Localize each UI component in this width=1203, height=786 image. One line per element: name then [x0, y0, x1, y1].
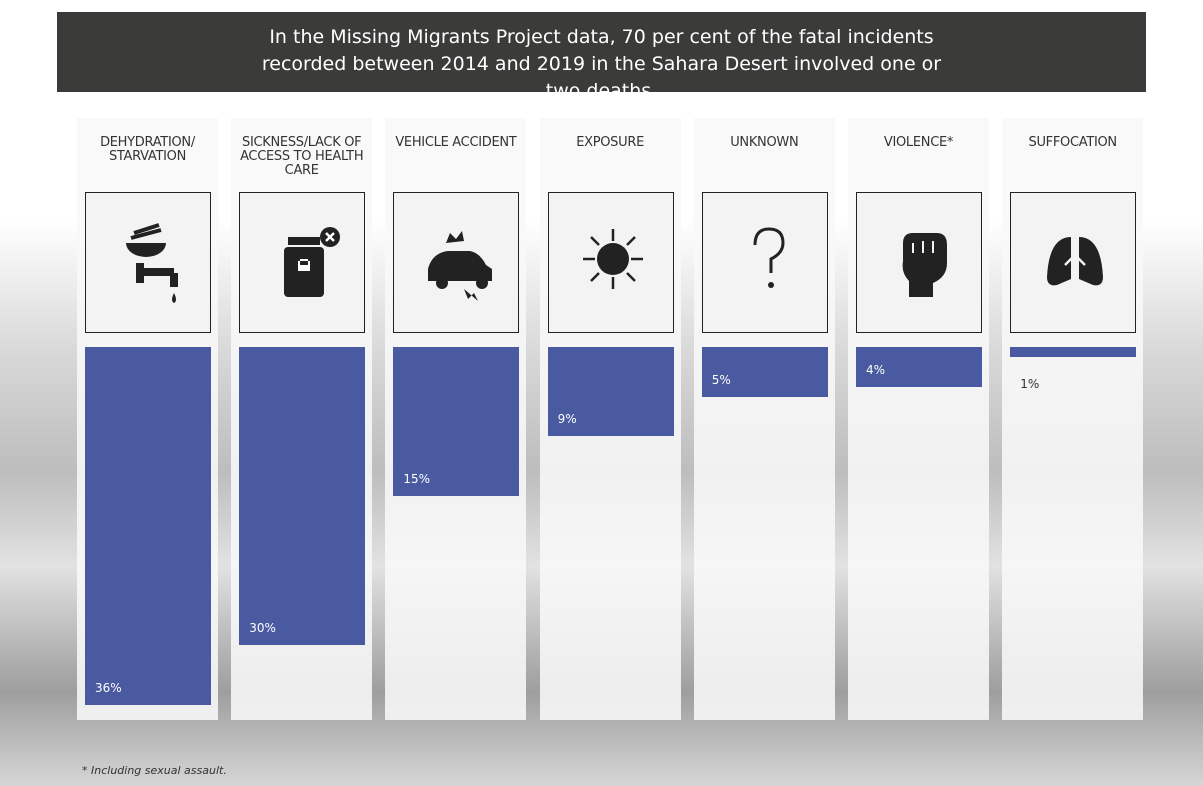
- category-label: EXPOSURE: [576, 135, 644, 150]
- value-label: 1%: [1020, 376, 1040, 391]
- icon-box: [547, 192, 674, 333]
- bar: [239, 347, 366, 646]
- bar: [701, 347, 828, 397]
- icon-box: [1010, 192, 1137, 333]
- icon-box: [239, 192, 366, 333]
- icon: [1047, 233, 1104, 286]
- value-label: 4%: [866, 362, 886, 377]
- column: EXPOSURE 9%: [539, 118, 681, 720]
- icon-box: [701, 192, 828, 333]
- bar: [547, 347, 674, 437]
- chart-title: In the Missing Migrants Project data, 70…: [57, 12, 1146, 102]
- value-label: 9%: [557, 412, 577, 427]
- value-label: 5%: [711, 372, 731, 387]
- icon-box: [856, 192, 982, 333]
- bar: [393, 347, 520, 497]
- bar: [1010, 347, 1137, 357]
- icon: [284, 227, 341, 297]
- value-label: 36%: [95, 680, 122, 695]
- column: VIOLENCE* 4%: [848, 118, 989, 720]
- category-label: VEHICLE ACCIDENT: [395, 135, 517, 150]
- value-label: 30%: [249, 621, 276, 636]
- category-label: VIOLENCE*: [883, 135, 954, 150]
- bar: [856, 347, 982, 387]
- icon: [902, 233, 947, 297]
- column: SUFFOCATION 1%: [1002, 118, 1144, 720]
- icon: [126, 223, 178, 303]
- category-label: DEHYDRATION/ STARVATION: [100, 135, 195, 164]
- column: UNKNOWN 5%: [693, 118, 835, 720]
- column: DEHYDRATION/ STARVATION 36%: [77, 118, 218, 720]
- category-label: SICKNESS/LACK OF ACCESS TO HEALTH CARE: [240, 135, 364, 178]
- icon-box: [85, 192, 211, 333]
- icon-box: [393, 192, 520, 333]
- icon: [428, 231, 493, 301]
- category-label: SUFFOCATION: [1028, 135, 1118, 150]
- category-label: UNKNOWN: [730, 135, 799, 150]
- bar: [85, 347, 211, 705]
- column: VEHICLE ACCIDENT 15%: [385, 118, 527, 720]
- footnote: * Including sexual assault.: [82, 764, 227, 777]
- column: SICKNESS/LACK OF ACCESS TO HEALTH CARE 30…: [231, 118, 373, 720]
- icon: [582, 229, 643, 289]
- value-label: 15%: [403, 472, 431, 487]
- icon: [753, 227, 785, 288]
